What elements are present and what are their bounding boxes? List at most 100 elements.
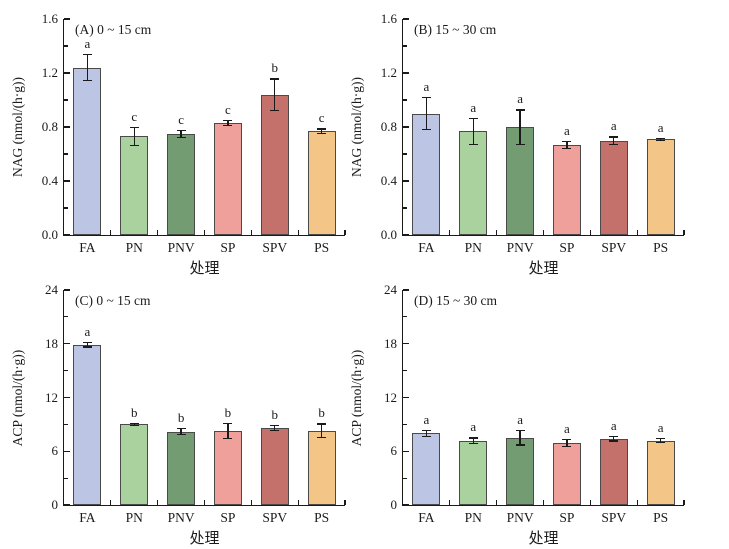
error-bar [659,137,662,141]
x-tick [636,500,638,505]
x-category-label: FA [79,240,96,255]
error-cap-bottom [562,147,572,149]
significance-letter: a [517,412,523,428]
y-axis-label: NAG (nmol/(h·g)) [349,76,364,178]
y-minor-tick [64,153,68,155]
error-cap-bottom [82,80,92,82]
y-major-tick [403,396,409,399]
significance-letter: b [177,409,185,425]
y-major-tick [403,18,409,20]
x-axis-label: 处理 [528,531,559,547]
bar-pnv [506,127,535,235]
error-cap-top [656,437,666,439]
error-cap-top [82,341,92,344]
y-tick-label: 0 [390,497,398,512]
x-category-label: PS [314,510,330,525]
x-tick [110,230,112,235]
error-cap-top [609,436,619,438]
significance-letter: a [84,323,91,339]
y-minor-tick [403,153,407,155]
y-tick-label: 18 [384,335,397,351]
error-bar [320,128,323,134]
significance-letter: a [470,419,477,435]
y-minor-tick [64,99,68,101]
error-cap-top [421,429,431,431]
y-tick-label: 0.4 [380,173,397,188]
y-major-tick [403,289,409,291]
error-cap-bottom [176,136,186,138]
bar-pn [120,424,149,505]
plot-area-c: (C) 0 ~ 15 cm ACP (nmol/(h·g)) 0 6 12 18 24 a FA… [10,282,346,547]
y-major-tick [403,343,409,345]
x-tick [683,500,685,505]
y-minor-tick [403,370,407,372]
y-tick-label: 0 [51,497,59,512]
y-tick-label: 18 [45,335,58,351]
bar-spv [599,140,628,235]
y-major-tick [403,504,409,506]
error-bar [425,97,427,130]
x-tick [496,500,498,505]
y-tick-label: 6 [390,443,398,459]
bar-fa [412,113,441,235]
error-bar [180,129,182,138]
error-cap-top [609,136,619,138]
x-tick [250,500,252,505]
plot-area-d: (D) 15 ~ 30 cm ACP (nmol/(h·g)) 0 6 12 18 24 a F… [349,282,685,547]
panel-title-c: (C) 0 ~ 15 cm [75,293,151,308]
bar-sp [552,144,581,235]
x-category-label: SP [559,240,575,255]
error-bar [86,341,88,348]
bar-sp [552,443,581,505]
error-cap-top [562,439,572,441]
x-category-label: SPV [601,510,627,525]
y-tick-label: 0.8 [380,119,397,134]
bar-pnv [167,431,196,505]
error-cap-bottom [317,132,327,134]
x-category-label: PS [653,510,669,525]
bar-sp [213,122,242,235]
error-bar [659,437,662,444]
y-minor-tick [64,423,68,425]
x-tick [297,230,299,235]
x-axis-label: 处理 [189,261,220,277]
y-tick-label: 0.0 [380,227,397,242]
y-major-tick [403,126,409,128]
y-minor-tick [64,316,68,318]
error-cap-bottom [609,440,619,442]
error-cap-top [223,120,233,122]
error-cap-top [270,78,280,80]
error-cap-top [562,140,572,142]
x-category-label: PN [125,510,143,525]
significance-letter: b [271,60,279,76]
bar-spv [260,427,289,505]
error-bar [566,140,568,149]
y-major-tick [403,72,409,74]
y-minor-tick [403,477,407,479]
y-major-tick [64,450,70,452]
x-tick [683,230,685,235]
x-tick [297,500,299,505]
significance-letter: b [131,404,138,420]
error-cap-bottom [656,442,666,444]
y-minor-tick [403,316,407,318]
bar-ps [307,430,336,505]
y-major-tick [64,343,70,345]
x-axis-label: 处理 [189,531,220,547]
y-major-tick [64,234,70,236]
error-cap-bottom [421,128,431,130]
y-major-tick [403,234,409,236]
significance-letter: a [517,91,523,107]
x-tick [344,500,346,505]
x-tick [157,230,159,235]
y-tick-label: 6 [51,443,59,459]
error-cap-bottom [468,442,478,444]
bar-fa [412,433,441,505]
x-category-label: SPV [262,510,288,525]
significance-letter: c [131,109,138,124]
error-cap-bottom [468,143,478,145]
error-cap-bottom [223,437,233,439]
x-tick [203,230,206,235]
x-tick [636,230,638,235]
